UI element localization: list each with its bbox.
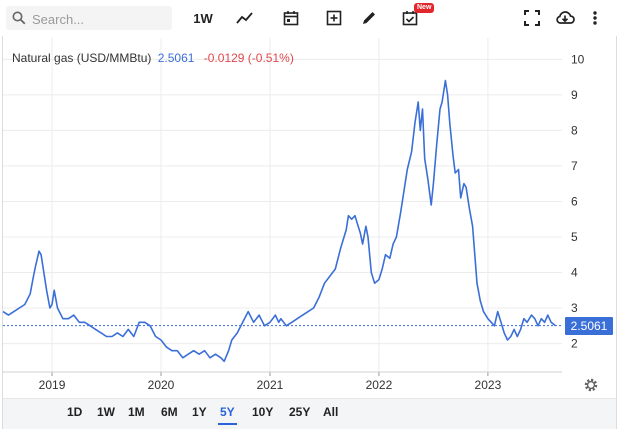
fullscreen-icon <box>524 10 540 26</box>
gear-icon <box>584 378 598 392</box>
chart-legend: Natural gas (USD/MMBtu) 2.5061 -0.0129 (… <box>12 51 294 65</box>
y-tick-label: 9 <box>571 88 578 102</box>
more-button[interactable] <box>586 6 604 30</box>
draw-button[interactable] <box>357 6 381 30</box>
interval-label: 1W <box>193 10 213 26</box>
y-tick-label: 10 <box>571 52 585 66</box>
y-tick-label: 2 <box>571 337 578 351</box>
interval-button[interactable]: 1W <box>188 6 218 30</box>
x-tick-label: 2023 <box>475 378 502 392</box>
line-chart-icon <box>236 12 253 24</box>
x-tick-label: 2020 <box>148 378 175 392</box>
range-button-6m[interactable]: 6M <box>161 405 178 419</box>
range-button-all[interactable]: All <box>323 405 339 419</box>
x-tick-label: 2021 <box>257 378 284 392</box>
y-tick-label: 6 <box>571 194 578 208</box>
toolbar: 1W New <box>0 0 621 36</box>
range-selector: 1D 1W 1M 6M 1Y 5Y 10Y 25Y All <box>3 398 616 429</box>
pencil-icon <box>363 12 375 24</box>
checklist-icon <box>402 11 418 26</box>
new-badge: New <box>414 3 435 13</box>
price-chart[interactable]: 2 3 4 5 6 7 8 9 10 2019 2020 2021 2022 2023 <box>0 36 621 398</box>
search-icon <box>12 11 26 25</box>
y-tick-label: 4 <box>571 266 578 280</box>
cloud-download-icon <box>556 11 575 24</box>
range-button-25y[interactable]: 25Y <box>289 405 311 419</box>
calendar-button[interactable] <box>279 6 303 30</box>
range-button-5y[interactable]: 5Y <box>218 405 237 425</box>
download-button[interactable] <box>553 6 577 30</box>
range-button-1y[interactable]: 1Y <box>192 405 207 419</box>
last-price-tag: 2.5061 <box>565 316 613 335</box>
fullscreen-button[interactable] <box>520 6 544 30</box>
chart-settings-button[interactable] <box>583 377 599 398</box>
y-tick-label: 8 <box>571 123 578 137</box>
search-box[interactable] <box>6 6 172 30</box>
chart-type-button[interactable] <box>233 6 257 30</box>
price-series-line <box>2 79 556 363</box>
more-vert-icon <box>593 11 597 25</box>
x-tick-label: 2022 <box>366 378 393 392</box>
watchlist-button[interactable] <box>398 6 422 30</box>
x-tick-label: 2019 <box>39 378 66 392</box>
search-input[interactable] <box>30 8 170 30</box>
range-button-1d[interactable]: 1D <box>67 405 83 419</box>
y-tick-label: 3 <box>571 301 578 315</box>
y-tick-label: 5 <box>571 230 578 244</box>
range-button-10y[interactable]: 10Y <box>252 405 274 419</box>
legend-price: 2.5061 <box>157 51 195 65</box>
range-button-1w[interactable]: 1W <box>97 405 115 419</box>
instrument-name: Natural gas (USD/MMBtu) <box>12 51 152 65</box>
legend-change: -0.0129 (-0.51%) <box>203 51 294 65</box>
range-button-1m[interactable]: 1M <box>128 405 145 419</box>
calendar-icon <box>283 11 299 26</box>
add-indicator-button[interactable] <box>322 6 346 30</box>
y-tick-label: 7 <box>571 159 578 173</box>
add-box-icon <box>326 10 342 26</box>
